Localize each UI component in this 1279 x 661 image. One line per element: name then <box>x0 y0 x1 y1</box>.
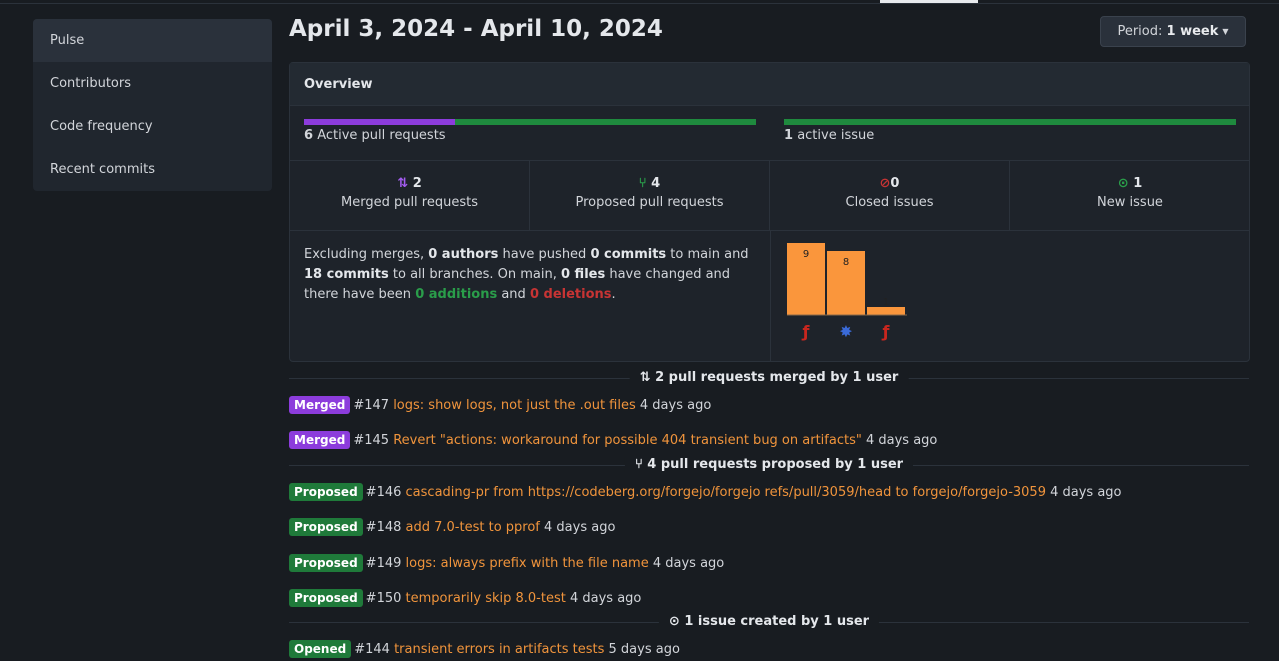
sidebar-item-code-frequency[interactable]: Code frequency <box>50 119 153 134</box>
status-badge: Proposed <box>289 518 363 536</box>
divider <box>290 160 1249 161</box>
stat-closed-issues[interactable]: ⊘0 Closed issues <box>770 161 1010 230</box>
divider <box>770 230 771 361</box>
stat-proposed[interactable]: ⑂ 4 Proposed pull requests <box>530 161 770 230</box>
item-number: #145 <box>353 433 390 448</box>
issue-opened-icon: ⊙ <box>1117 176 1129 191</box>
contributors-bar-chart: 9 ƒ 8 ✸ 1 ƒ <box>787 243 907 341</box>
overview-title: Overview <box>290 63 1249 106</box>
item-title-link[interactable]: temporarily skip 8.0-test <box>405 591 566 606</box>
sidebar-item-recent-commits[interactable]: Recent commits <box>50 162 155 177</box>
item-title-link[interactable]: logs: show logs, not just the .out files <box>393 398 636 413</box>
item-title-link[interactable]: logs: always prefix with the file name <box>405 556 649 571</box>
list-item: Merged #145 Revert "actions: workaround f… <box>289 431 937 449</box>
bar <box>867 307 905 315</box>
status-badge: Proposed <box>289 483 363 501</box>
stat-label: Merged pull requests <box>340 195 478 210</box>
stat-new-issue[interactable]: ⊙ 1 New issue <box>1010 161 1250 230</box>
list-item: Proposed #148 add 7.0-test to pprof 4 day… <box>289 518 615 536</box>
contributor-avatar-icon[interactable]: ƒ <box>802 322 811 341</box>
item-number: #144 <box>354 642 390 657</box>
item-time: 4 days ago <box>639 398 712 413</box>
issue-label: active issue <box>797 128 875 143</box>
contributor-avatar-icon[interactable]: ✸ <box>839 322 852 341</box>
item-number: #147 <box>353 398 390 413</box>
status-badge: Proposed <box>289 554 363 572</box>
item-time: 4 days ago <box>1050 485 1122 500</box>
item-title-link[interactable]: transient errors in artifacts tests <box>394 642 605 657</box>
item-number: #146 <box>365 485 402 500</box>
item-time: 5 days ago <box>608 642 680 657</box>
pr-progress-bar <box>304 119 756 125</box>
stat-label: Proposed pull requests <box>575 195 724 210</box>
git-merge-icon: ⇅ <box>639 370 651 385</box>
period-dropdown[interactable]: Period: 1 week ▼ <box>1100 16 1246 47</box>
issue-progress-bar <box>784 119 1236 125</box>
list-item: Proposed #149 logs: always prefix with th… <box>289 554 724 572</box>
period-label: Period: <box>1117 24 1163 39</box>
merged-section-header: ⇅ 2 pull requests merged by 1 user <box>629 370 909 385</box>
status-badge: Opened <box>289 640 352 658</box>
divider <box>290 230 1249 231</box>
git-branch-icon: ⑂ <box>638 176 647 191</box>
item-time: 4 days ago <box>569 591 642 606</box>
commit-summary: Excluding merges, 0 authors have pushed … <box>304 247 749 302</box>
page-title: April 3, 2024 - April 10, 2024 <box>289 16 663 42</box>
sidebar-item-pulse[interactable]: Pulse <box>33 19 272 62</box>
stat-count: 1 <box>1133 176 1143 191</box>
stat-count: 2 <box>412 176 422 191</box>
issue-closed-icon: ⊘ <box>879 176 891 191</box>
git-merge-icon: ⇅ <box>397 176 409 191</box>
active-tab-indicator <box>880 0 978 3</box>
item-time: 4 days ago <box>544 520 616 535</box>
stat-count: 4 <box>651 176 661 191</box>
item-time: 4 days ago <box>652 556 725 571</box>
active-pr-link[interactable]: 6 Active pull requests <box>304 128 446 143</box>
list-item: Opened #144 transient errors in artifacts… <box>289 640 680 658</box>
item-title-link[interactable]: Revert "actions: workaround for possible… <box>393 433 862 448</box>
stat-merged[interactable]: ⇅ 2 Merged pull requests <box>290 161 530 230</box>
issue-count: 1 <box>784 128 794 143</box>
caret-down-icon: ▼ <box>1222 27 1229 36</box>
stat-count: 0 <box>890 176 900 191</box>
stat-label: Closed issues <box>845 195 934 210</box>
sidebar-item-contributors[interactable]: Contributors <box>50 76 131 91</box>
sidebar: Pulse Contributors Code frequency Recent… <box>33 19 272 191</box>
status-badge: Merged <box>289 396 351 414</box>
pr-count: 6 <box>304 128 314 143</box>
bar <box>787 243 825 315</box>
item-number: #148 <box>365 520 402 535</box>
bar <box>827 251 865 315</box>
pr-label: Active pull requests <box>317 128 446 143</box>
bar-label: 1 <box>883 297 889 308</box>
list-item: Proposed #146 cascading-pr from https://c… <box>289 483 1122 501</box>
period-value: 1 week <box>1166 24 1219 39</box>
issues-section-header: ⊙ 1 issue created by 1 user <box>658 614 880 629</box>
bar-label: 8 <box>843 257 849 268</box>
item-title-link[interactable]: cascading-pr from https://codeberg.org/f… <box>405 485 1046 500</box>
issue-opened-icon: ⊙ <box>668 614 680 629</box>
overview-panel: Overview 6 Active pull requests 1 active… <box>289 62 1250 362</box>
status-badge: Proposed <box>289 589 363 607</box>
item-title-link[interactable]: add 7.0-test to pprof <box>405 520 540 535</box>
item-time: 4 days ago <box>865 433 938 448</box>
list-item: Merged #147 logs: show logs, not just the… <box>289 396 711 414</box>
proposed-section-header: ⑂ 4 pull requests proposed by 1 user <box>624 457 914 472</box>
status-badge: Merged <box>289 431 351 449</box>
stat-label: New issue <box>1097 195 1163 210</box>
top-border <box>0 3 1279 4</box>
contributor-avatar-icon[interactable]: ƒ <box>882 322 891 341</box>
bar-label: 9 <box>803 249 809 260</box>
git-branch-icon: ⑂ <box>634 457 643 472</box>
item-number: #150 <box>365 591 402 606</box>
item-number: #149 <box>365 556 402 571</box>
active-issue-link[interactable]: 1 active issue <box>784 128 874 143</box>
list-item: Proposed #150 temporarily skip 8.0-test 4… <box>289 589 641 607</box>
